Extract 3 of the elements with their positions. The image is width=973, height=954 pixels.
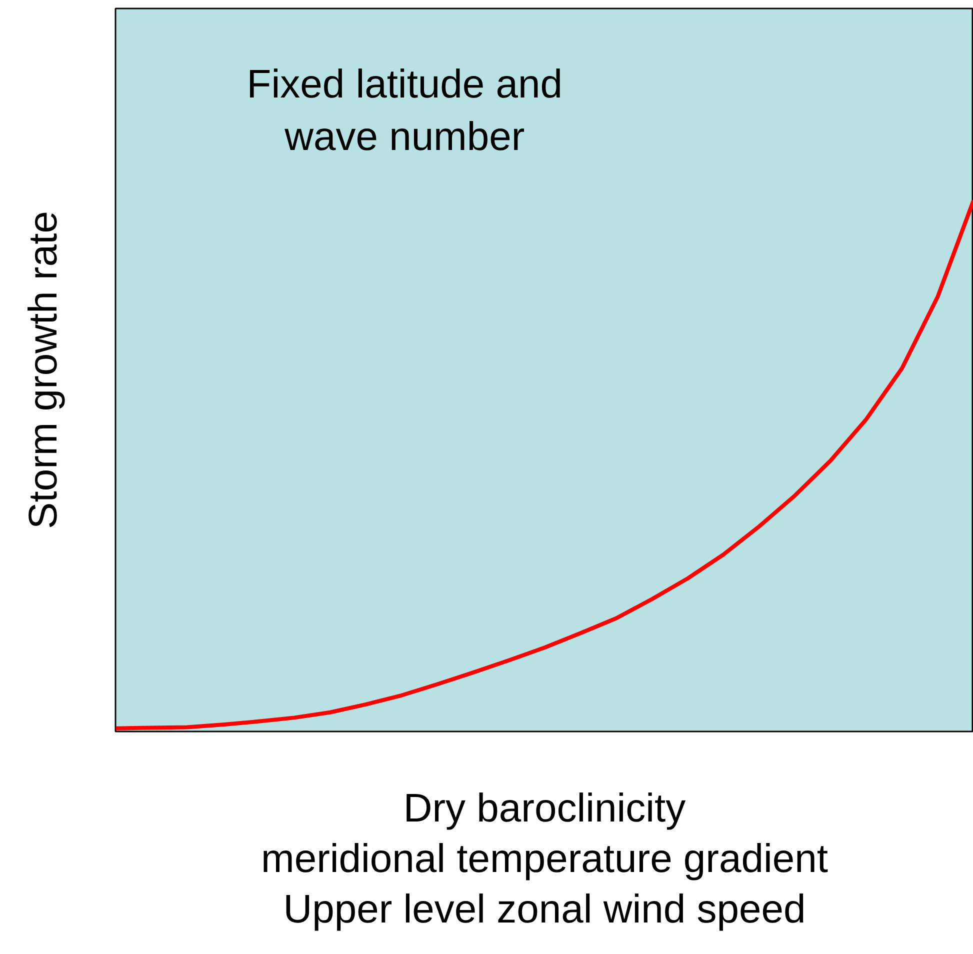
- x-axis-title: Dry baroclinicity meridional temperature gradient Upper level zonal wind speed: [261, 786, 828, 932]
- y-axis-title: Storm growth rate: [22, 211, 66, 529]
- text: Fixed latitude and wave number: [246, 62, 563, 160]
